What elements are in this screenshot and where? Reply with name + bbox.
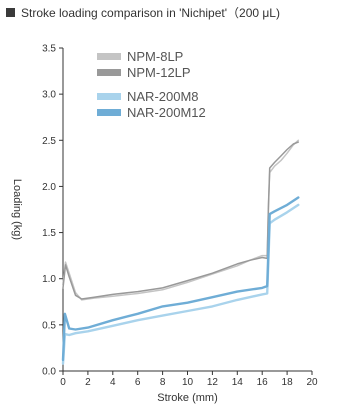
y-tick-label: 0.5 (42, 320, 56, 331)
chart-title: Stroke loading comparison in 'Nichipet'（… (21, 6, 280, 20)
y-tick-label: 1.0 (42, 274, 56, 285)
legend-label-nar-200m8: NAR-200M8 (127, 89, 199, 104)
x-tick-label: 6 (135, 377, 141, 388)
legend-swatch-nar-200m12 (97, 109, 121, 116)
legend-swatch-nar-200m8 (97, 93, 121, 100)
legend-swatch-npm-8lp (97, 53, 121, 60)
x-tick-label: 20 (306, 377, 318, 388)
title-bullet-square-icon (6, 8, 15, 17)
x-tick-label: 14 (232, 377, 244, 388)
legend-swatch-npm-12lp (97, 69, 121, 76)
series-line-npm-12lp (62, 141, 300, 300)
x-tick-label: 18 (282, 377, 294, 388)
y-tick-label: 0.0 (42, 367, 56, 378)
x-tick-label: 8 (160, 377, 166, 388)
series-line-nar-200m12 (61, 196, 300, 362)
x-tick-label: 4 (110, 377, 116, 388)
x-tick-label: 10 (182, 377, 194, 388)
x-tick-label: 12 (207, 377, 219, 388)
y-tick-label: 2.5 (42, 136, 56, 147)
x-tick-label: 2 (85, 377, 91, 388)
y-axis-title: Loading (kg) (11, 179, 23, 240)
legend-label-npm-12lp: NPM-12LP (127, 65, 191, 80)
y-tick-label: 2.0 (42, 182, 56, 193)
legend-label-nar-200m12: NAR-200M12 (127, 105, 206, 120)
x-tick-label: 16 (257, 377, 269, 388)
y-tick-label: 3.5 (42, 44, 56, 55)
y-tick-label: 1.5 (42, 228, 56, 239)
series-line-npm-8lp (62, 139, 300, 301)
x-axis-title: Stroke (mm) (157, 392, 218, 404)
x-tick-label: 0 (60, 377, 66, 388)
chart-title-row: Stroke loading comparison in 'Nichipet'（… (6, 4, 280, 21)
y-tick-label: 3.0 (42, 90, 56, 101)
legend-label-npm-8lp: NPM-8LP (127, 49, 183, 64)
